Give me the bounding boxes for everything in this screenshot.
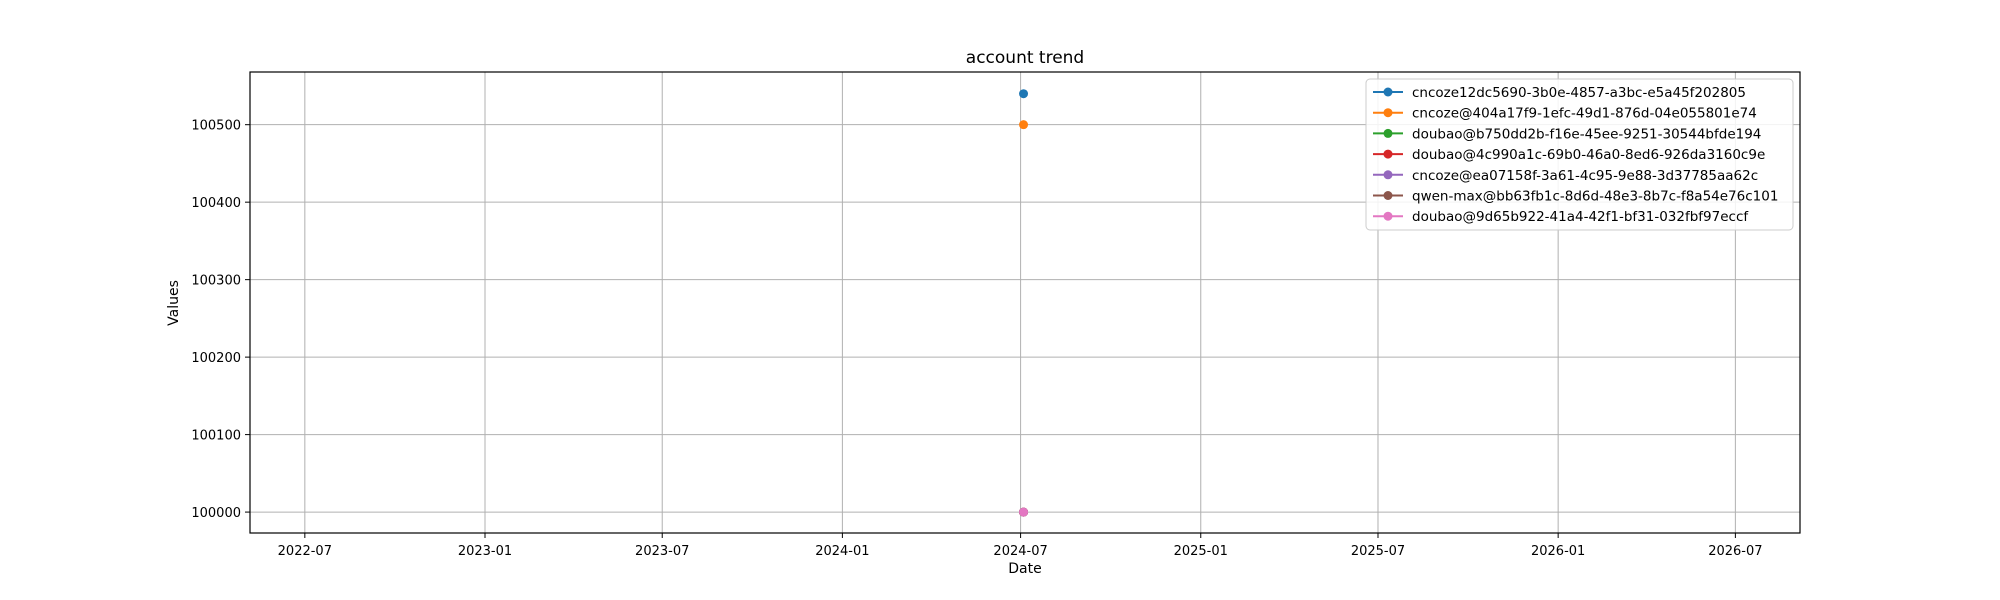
x-axis-label: Date (1008, 561, 1041, 577)
x-tick-label: 2026-01 (1531, 544, 1585, 559)
y-tick-label: 100400 (191, 196, 241, 211)
x-tick-label: 2024-01 (815, 544, 869, 559)
x-tick-label: 2025-01 (1174, 544, 1228, 559)
legend-label: qwen-max@bb63fb1c-8d6d-48e3-8b7c-f8a54e7… (1412, 189, 1778, 205)
legend-label: cncoze12dc5690-3b0e-4857-a3bc-e5a45f2028… (1412, 85, 1746, 101)
legend-label: cncoze@404a17f9-1efc-49d1-876d-04e055801… (1412, 106, 1757, 122)
legend-marker (1383, 108, 1393, 118)
y-tick-label: 100200 (191, 351, 241, 366)
x-tick-label: 2024-07 (993, 544, 1047, 559)
y-axis-label: Values (166, 280, 182, 326)
y-tick-label: 100000 (191, 506, 241, 521)
legend-marker (1383, 191, 1393, 200)
legend-marker (1383, 211, 1393, 221)
legend-marker (1383, 170, 1393, 180)
x-tick-label: 2023-01 (458, 544, 512, 559)
x-tick-label: 2022-07 (278, 544, 332, 559)
axis-ticks: 2022-07 2023-01 2023-07 2024-01 2024-07 2025-… (191, 119, 1762, 559)
series-layer (1019, 89, 1029, 517)
legend-marker (1383, 87, 1393, 97)
y-tick-label: 100300 (191, 274, 241, 289)
legend-label: doubao@4c990a1c-69b0-46a0-8ed6-926da3160… (1412, 147, 1765, 163)
legend-marker (1383, 149, 1393, 159)
legend-box (1365, 78, 1794, 231)
legend-label: doubao@b750dd2b-f16e-45ee-9251-30544bfde… (1412, 126, 1761, 142)
x-tick-label: 2023-07 (635, 544, 689, 559)
legend: cncoze12dc5690-3b0e-4857-a3bc-e5a45f2028… (1365, 78, 1794, 231)
legend-label: cncoze@ea07158f-3a61-4c95-9e88-3d37785aa… (1412, 168, 1758, 184)
legend-label: doubao@9d65b922-41a4-42f1-bf31-032fbf97e… (1412, 209, 1749, 225)
x-tick-label: 2025-07 (1351, 544, 1405, 559)
chart-title: account trend (966, 48, 1084, 68)
y-tick-label: 100100 (191, 429, 241, 444)
legend-marker (1383, 128, 1393, 138)
data-point (1019, 89, 1029, 99)
plot-frame (249, 71, 1801, 534)
data-point (1019, 507, 1029, 517)
data-point (1019, 120, 1029, 130)
x-tick-label: 2026-07 (1708, 544, 1762, 559)
y-tick-label: 100500 (191, 119, 241, 134)
